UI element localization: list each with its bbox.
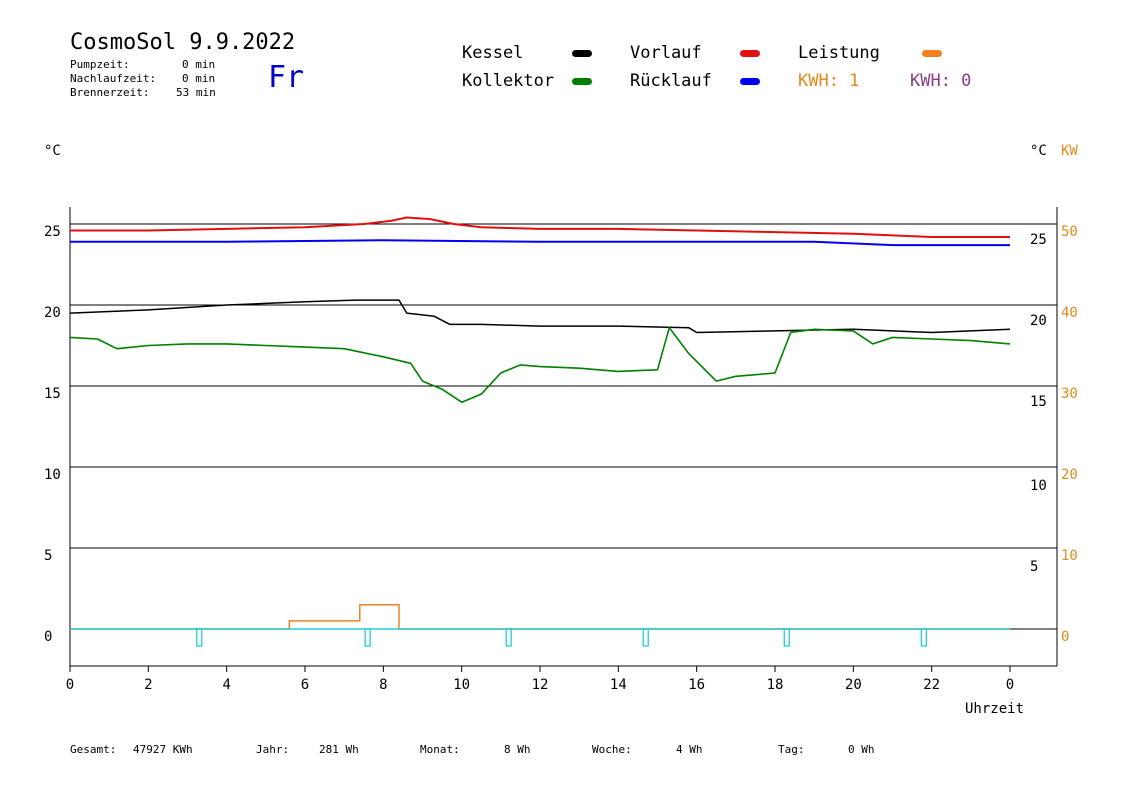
right-axis-unit-c: °C [1030, 143, 1047, 159]
x-tick-label-3: 6 [301, 677, 309, 693]
x-tick-label-1: 2 [144, 677, 152, 693]
stat-brennerzeit-value: 53 min [176, 86, 216, 99]
footer-jahr-label: Jahr: [256, 743, 290, 756]
pump-marker-4 [783, 628, 790, 647]
x-tick-label-4: 8 [379, 677, 387, 693]
legend-vorlauf-label: Vorlauf [630, 43, 702, 63]
y-tick-right-c-25: 25 [1030, 232, 1047, 248]
x-axis-label: Uhrzeit [965, 701, 1025, 717]
chart-title: CosmoSol 9.9.2022 [70, 30, 296, 55]
stat-brennerzeit-label: Brennerzeit: [70, 86, 150, 99]
footer-tag-label: Tag: [778, 743, 805, 756]
stat-pumpzeit-label: Pumpzeit: [70, 58, 130, 71]
legend-leistung-swatch [922, 50, 942, 57]
series-ruecklauf [70, 239, 1010, 247]
stat-pumpzeit-value: 0 min [182, 58, 216, 71]
y-tick-left-10: 10 [44, 467, 61, 483]
y-tick-left-25: 25 [44, 224, 61, 240]
y-tick-right-c-5: 5 [1030, 559, 1038, 575]
series-vorlauf [70, 216, 1010, 238]
legend-kessel-swatch [572, 50, 592, 57]
y-tick-left-0: 0 [44, 629, 52, 645]
x-tick-label-11: 22 [923, 677, 940, 693]
series-leistung [70, 603, 1010, 630]
x-tick-label-2: 4 [222, 677, 230, 693]
legend-kessel-label: Kessel [462, 43, 524, 63]
y-tick-right-kw-40: 40 [1061, 305, 1078, 321]
weekday-label: Fr [268, 60, 305, 95]
footer-monat-label: Monat: [420, 743, 460, 756]
y-tick-right-c-20: 20 [1030, 313, 1047, 329]
y-tick-right-kw-20: 20 [1061, 467, 1078, 483]
x-tick-label-5: 10 [453, 677, 470, 693]
y-tick-right-kw-0: 0 [1061, 629, 1069, 645]
footer-gesamt-label: Gesamt: [70, 743, 117, 756]
footer-gesamt-value: 47927 KWh [133, 743, 193, 756]
series-kessel [69, 299, 1011, 334]
x-tick-label-8: 16 [688, 677, 705, 693]
y-tick-right-c-15: 15 [1030, 394, 1047, 410]
x-tick-label-6: 12 [532, 677, 549, 693]
legend-leistung-label: Leistung [798, 43, 880, 63]
footer-monat-value: 8 Wh [504, 743, 531, 756]
legend-kollektor-label: Kollektor [462, 71, 555, 91]
y-tick-right-kw-10: 10 [1061, 548, 1078, 564]
legend-kollektor-swatch [572, 78, 592, 85]
x-tick-label-9: 18 [767, 677, 784, 693]
x-tick-label-12: 0 [1006, 677, 1014, 693]
legend-ruecklauf-swatch [740, 78, 760, 85]
y-tick-left-5: 5 [44, 548, 52, 564]
y-tick-right-kw-30: 30 [1061, 386, 1078, 402]
pump-marker-2 [505, 628, 512, 647]
legend-kwh-2: KWH: 0 [910, 71, 972, 91]
series-kollektor [69, 326, 1011, 404]
footer-woche-label: Woche: [592, 743, 632, 756]
right-axis-unit-kw: KW [1061, 143, 1078, 159]
stat-nachlaufzeit-label: Nachlaufzeit: [70, 72, 157, 85]
footer-tag-value: 0 Wh [848, 743, 875, 756]
y-tick-right-kw-50: 50 [1061, 224, 1078, 240]
x-tick-label-10: 20 [845, 677, 862, 693]
pump-marker-1 [364, 628, 371, 647]
footer-woche-value: 4 Wh [676, 743, 703, 756]
y-tick-left-20: 20 [44, 305, 61, 321]
y-tick-left-15: 15 [44, 386, 61, 402]
pump-marker-3 [642, 628, 649, 647]
pump-marker-5 [920, 628, 927, 647]
left-axis-unit: °C [44, 143, 61, 159]
stat-nachlaufzeit-value: 0 min [182, 72, 216, 85]
pump-marker-0 [196, 628, 203, 647]
footer-jahr-value: 281 Wh [319, 743, 359, 756]
legend-kwh-1: KWH: 1 [798, 71, 860, 91]
x-tick-label-0: 0 [66, 677, 74, 693]
legend-vorlauf-swatch [740, 50, 760, 57]
x-tick-label-7: 14 [610, 677, 627, 693]
legend-ruecklauf-label: Rücklauf [630, 71, 712, 91]
y-tick-right-c-10: 10 [1030, 478, 1047, 494]
